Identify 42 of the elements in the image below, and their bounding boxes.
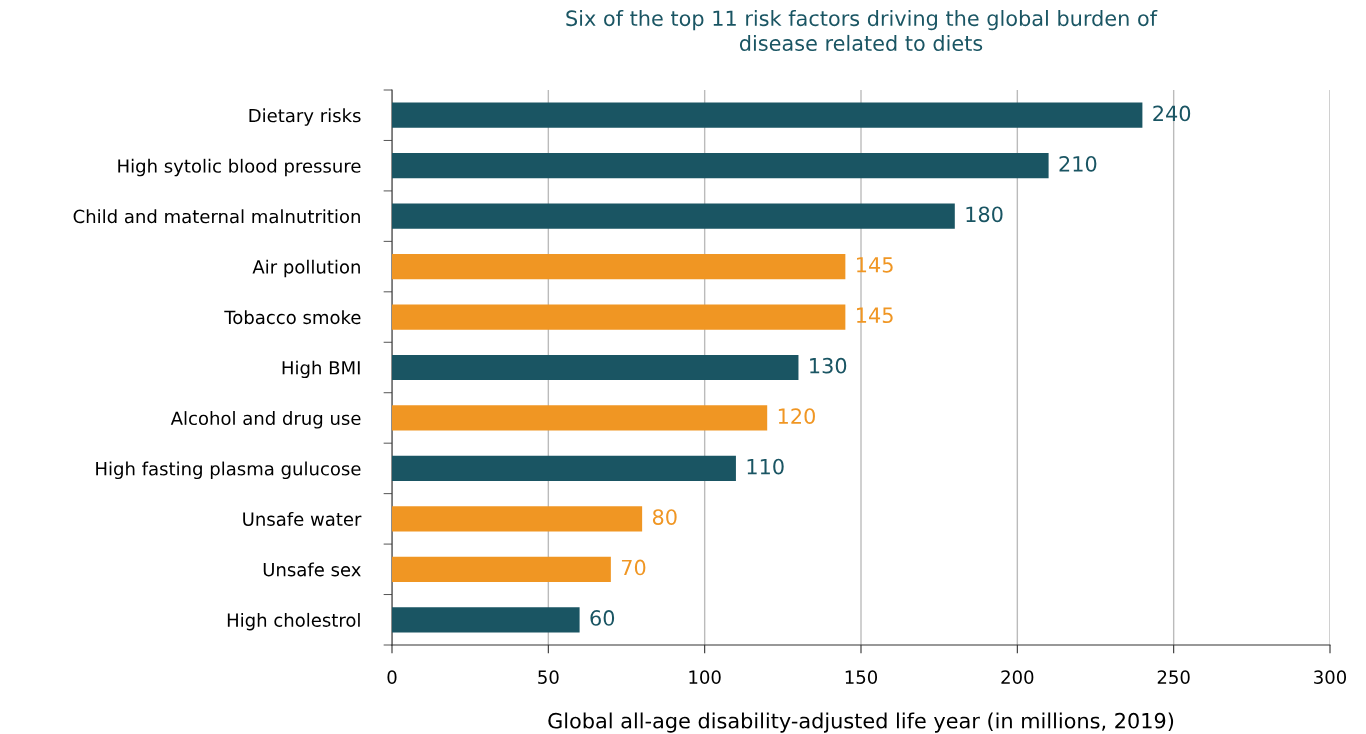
data-label: 210 xyxy=(1059,155,1097,172)
bar xyxy=(392,354,799,381)
y-tick-label: Unsafe water xyxy=(243,512,362,526)
bar xyxy=(392,506,643,532)
data-label: 180 xyxy=(966,206,1003,223)
y-tick-label: High cholestrol xyxy=(227,612,360,631)
bar xyxy=(392,102,1143,128)
bar xyxy=(392,405,768,431)
y-tick-label: Dietary risks xyxy=(249,108,361,126)
bar xyxy=(392,304,846,330)
y-tick-label: Alcohol and drug use xyxy=(170,411,361,429)
bar xyxy=(392,203,955,229)
x-axis-title: Global all-age disability-adjusted life year (in millions, 2019) xyxy=(548,712,1174,733)
bar xyxy=(392,556,611,582)
data-label: 70 xyxy=(621,559,646,576)
y-tick-label: Unsafe sex xyxy=(263,562,361,577)
x-tick-label: 250 xyxy=(1157,670,1190,684)
x-tick-label: 50 xyxy=(538,670,559,684)
data-label: 145 xyxy=(857,257,893,273)
x-tick-label: 100 xyxy=(689,670,721,684)
x-tick-label: 0 xyxy=(387,670,397,684)
bar xyxy=(392,607,580,633)
data-label: 60 xyxy=(590,610,615,626)
bar xyxy=(392,153,1049,179)
bar xyxy=(392,455,736,482)
y-tick-label: Air pollution xyxy=(252,259,360,278)
data-label: 120 xyxy=(778,408,815,424)
y-tick-label: High sytolic blood pressure xyxy=(118,158,361,177)
data-label: 80 xyxy=(652,509,677,525)
bar xyxy=(392,253,846,280)
data-label: 145 xyxy=(857,307,893,324)
data-label: 130 xyxy=(810,357,847,374)
x-tick-label: 200 xyxy=(1001,670,1034,684)
x-tick-label: 300 xyxy=(1314,670,1347,684)
y-tick-label: High BMI xyxy=(282,360,360,379)
data-label: 110 xyxy=(747,458,784,475)
y-tick-label: Tobacco smoke xyxy=(224,310,361,325)
chart-title: Six of the top 11 risk factors driving the global burden of disease related to diets xyxy=(566,10,1158,52)
y-tick-label: High fasting plasma gulucose xyxy=(96,461,361,480)
x-tick-label: 150 xyxy=(845,670,878,684)
data-label: 240 xyxy=(1153,105,1191,122)
y-tick-label: Child and maternal malnutrition xyxy=(73,209,360,224)
